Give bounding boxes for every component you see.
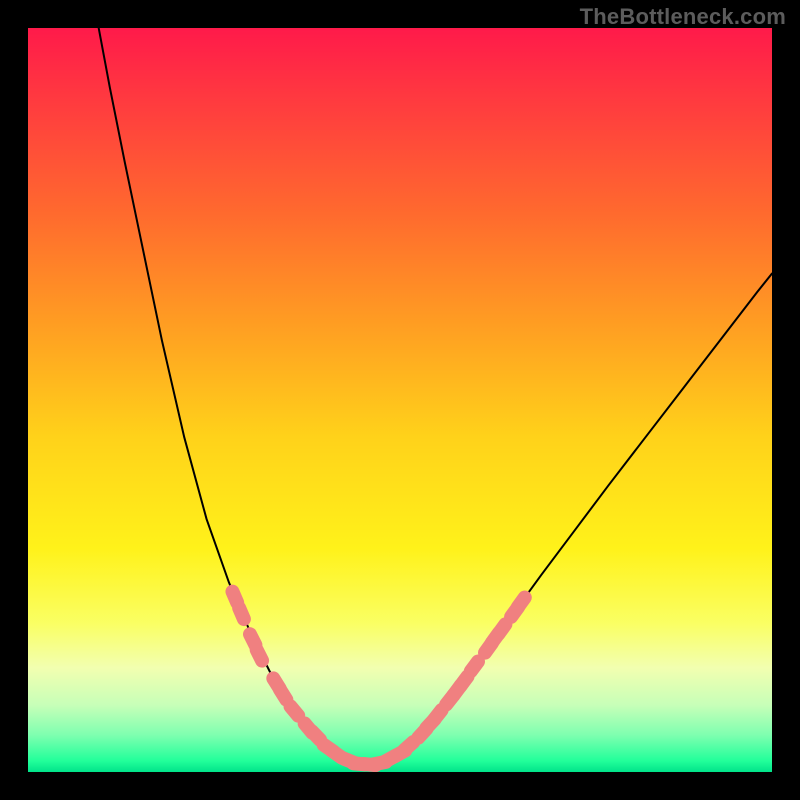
gradient-background bbox=[28, 28, 772, 772]
plot-area bbox=[28, 28, 772, 772]
chart-svg bbox=[28, 28, 772, 772]
chart-frame: TheBottleneck.com bbox=[0, 0, 800, 800]
watermark-text: TheBottleneck.com bbox=[580, 4, 786, 30]
